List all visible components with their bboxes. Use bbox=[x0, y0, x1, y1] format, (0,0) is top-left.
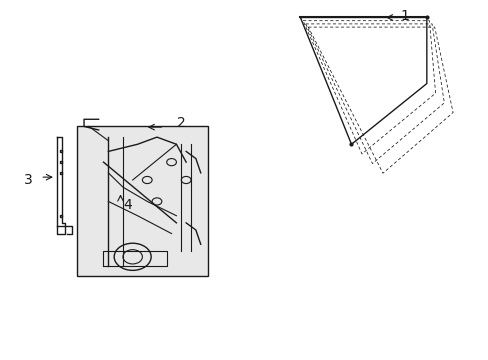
Text: 2: 2 bbox=[177, 116, 185, 130]
Bar bbox=[77, 126, 207, 276]
Text: 4: 4 bbox=[123, 198, 132, 212]
Text: 1: 1 bbox=[400, 9, 408, 23]
Text: 3: 3 bbox=[24, 173, 32, 187]
